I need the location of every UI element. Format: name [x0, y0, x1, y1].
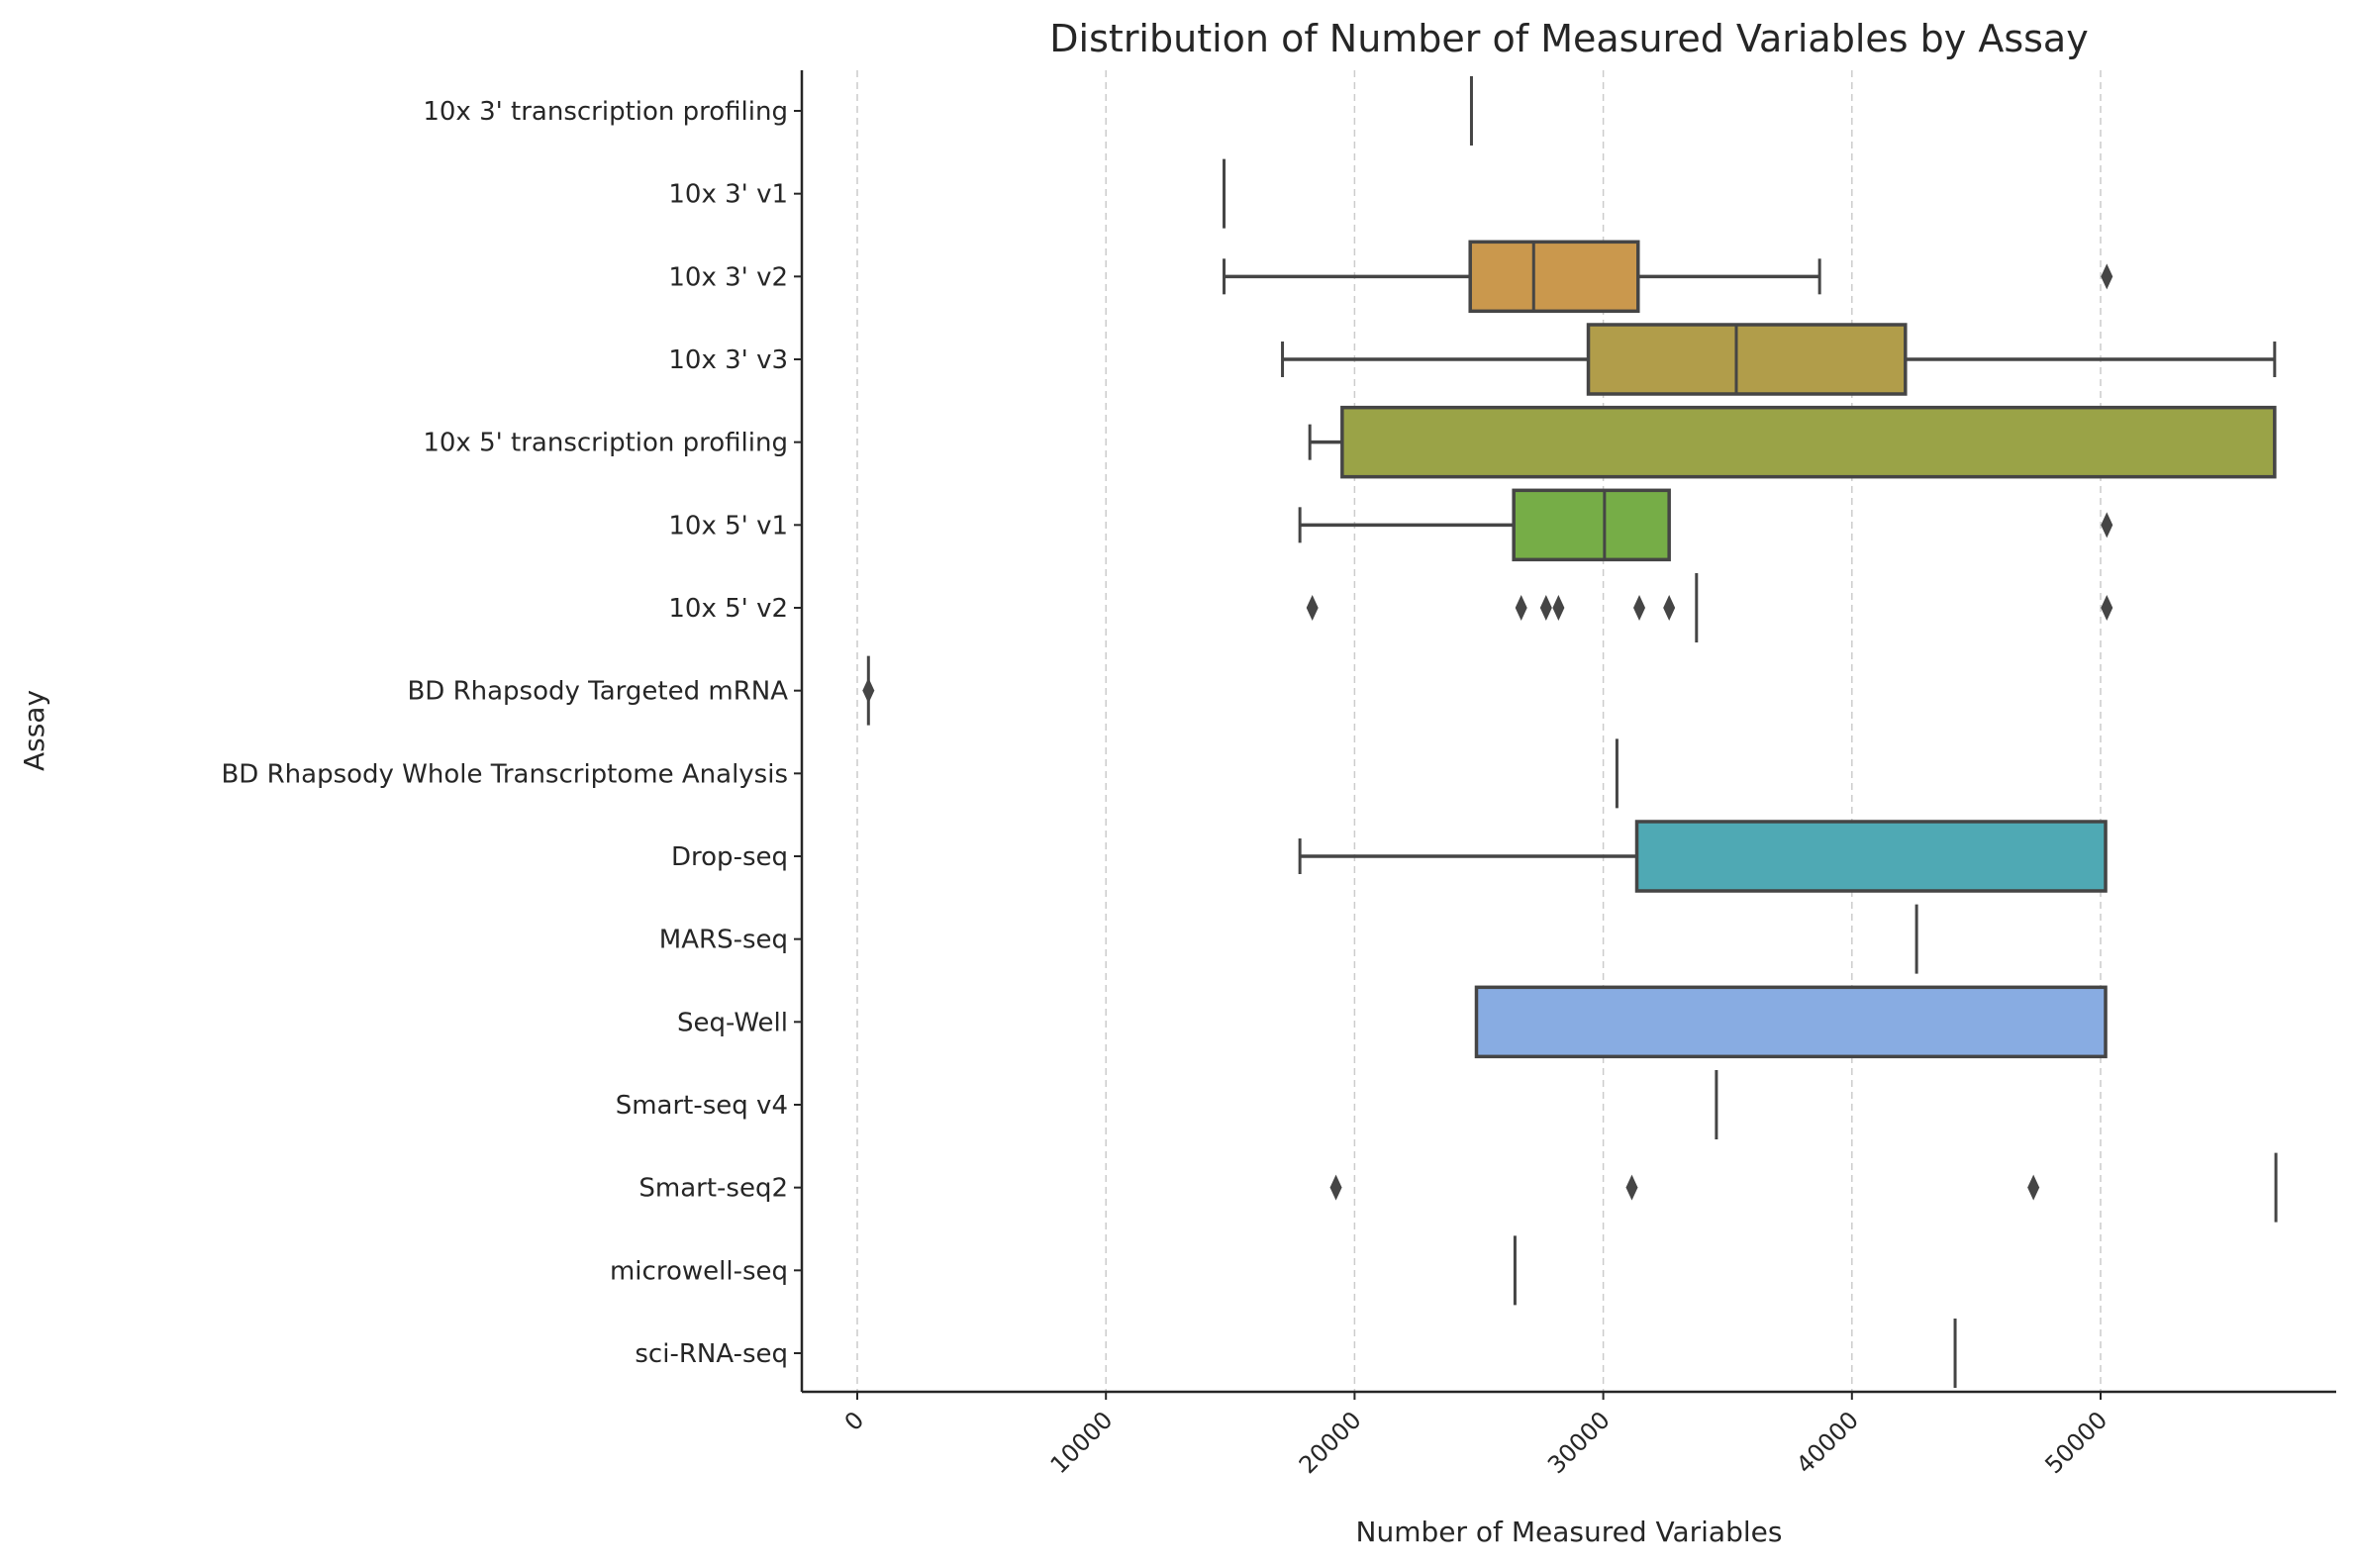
box-6: [1306, 573, 2113, 642]
y-tick-label: 10x 5' v1: [668, 511, 788, 540]
outlier-point: [1663, 595, 1676, 621]
outlier-point: [1329, 1174, 1342, 1201]
outlier-point: [2101, 263, 2113, 290]
iqr-box: [1340, 405, 2277, 479]
x-tick-label: 40000: [1791, 1406, 1864, 1479]
iqr-box: [1586, 323, 1908, 396]
y-tick-label: 10x 3' v1: [668, 180, 788, 210]
y-tick-label: MARS-seq: [659, 926, 788, 955]
x-tick-label: 20000: [1294, 1406, 1367, 1479]
box-3: [1281, 323, 2277, 396]
outlier-point: [1625, 1174, 1638, 1201]
box-9: [1298, 820, 2108, 893]
outlier-point: [1552, 595, 1565, 621]
y-tick-label: BD Rhapsody Whole Transcriptome Analysis: [221, 759, 788, 789]
box-13: [1329, 1152, 2278, 1223]
outlier-point: [1306, 595, 1319, 621]
iqr-box: [1474, 985, 2108, 1059]
y-tick-label: 10x 5' v2: [668, 594, 788, 624]
y-tick-label: 10x 3' transcription profiling: [423, 97, 788, 127]
outlier-point: [2101, 512, 2113, 539]
box-4: [1308, 405, 2277, 479]
y-tick-label: Smart-seq2: [638, 1174, 788, 1204]
x-tick-label: 50000: [2039, 1406, 2112, 1479]
y-tick-label: Smart-seq v4: [616, 1091, 788, 1121]
iqr-box: [1634, 820, 2108, 893]
outlier-point: [862, 677, 875, 704]
iqr-box: [1512, 488, 1671, 562]
y-tick-label: Drop-seq: [671, 842, 788, 872]
outlier-point: [2101, 595, 2113, 621]
y-tick-label: 10x 3' v3: [668, 345, 788, 375]
box-7: [862, 655, 875, 726]
x-axis-label: Number of Measured Variables: [1356, 1516, 1783, 1548]
y-tick-label: Seq-Well: [677, 1008, 788, 1037]
y-tick-label: 10x 3' v2: [668, 262, 788, 292]
y-axis-label: Assay: [18, 690, 50, 771]
x-tick-label: 0: [839, 1406, 870, 1436]
iqr-box: [1468, 240, 1640, 314]
y-tick-label: 10x 5' transcription profiling: [423, 429, 788, 458]
outlier-point: [2027, 1174, 2040, 1201]
outlier-point: [1539, 595, 1552, 621]
x-tick-label: 10000: [1045, 1406, 1119, 1479]
box-2: [1223, 240, 2113, 314]
y-tick-label: sci-RNA-seq: [635, 1339, 788, 1369]
box-5: [1298, 488, 2113, 562]
y-tick-label: BD Rhapsody Targeted mRNA: [407, 677, 788, 707]
chart-title: Distribution of Number of Measured Varia…: [1049, 17, 2088, 60]
boxes: [862, 76, 2278, 1388]
outlier-point: [1515, 595, 1527, 621]
outlier-point: [1633, 595, 1646, 621]
y-tick-label: microwell-seq: [610, 1256, 788, 1286]
axes: 0 10000 20000 30000 40000 50000 10x 3' transcr…: [221, 70, 2336, 1479]
box-11: [1474, 985, 2108, 1059]
x-tick-label: 30000: [1542, 1406, 1616, 1479]
